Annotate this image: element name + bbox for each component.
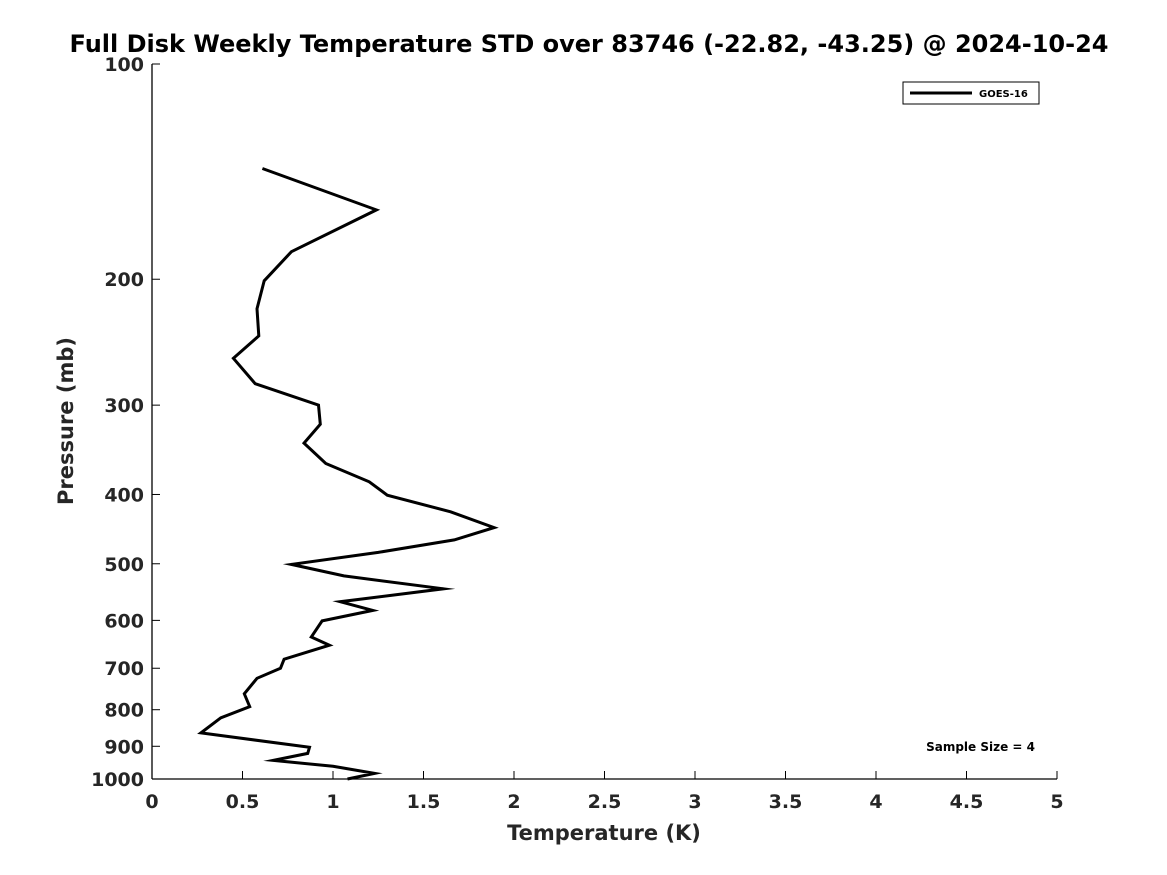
y-tick-label: 1000: [91, 769, 144, 791]
x-ticks: 0 0.5 1 1.5 2 2.5 3 3.5 4 4.5 5: [145, 771, 1064, 813]
x-tick-label: 1: [326, 791, 339, 813]
x-axis-label: Temperature (K): [507, 821, 701, 845]
x-tick-label: 4.5: [950, 791, 984, 813]
y-tick-label: 900: [104, 736, 144, 758]
y-tick-label: 300: [104, 395, 144, 417]
x-tick-label: 0: [145, 791, 158, 813]
x-tick-label: 2: [507, 791, 520, 813]
series-layer: [197, 167, 499, 781]
x-tick-label: 5: [1050, 791, 1063, 813]
x-tick-label: 3: [688, 791, 701, 813]
legend: GOES-16: [902, 81, 1040, 105]
sample-size-annotation: Sample Size = 4: [926, 740, 1035, 754]
y-tick-label: 700: [104, 658, 144, 680]
chart-title: Full Disk Weekly Temperature STD over 83…: [70, 30, 1109, 58]
series-line-goes-16: [197, 167, 499, 781]
y-axis-label: Pressure (mb): [54, 337, 78, 505]
x-tick-label: 0.5: [226, 791, 260, 813]
x-tick-label: 3.5: [769, 791, 803, 813]
y-tick-label: 100: [104, 54, 144, 76]
y-tick-label: 800: [104, 700, 144, 722]
y-tick-label: 400: [104, 484, 144, 506]
x-tick-label: 2.5: [588, 791, 622, 813]
axes: [151, 64, 1057, 780]
x-tick-label: 4: [869, 791, 882, 813]
y-tick-label: 200: [104, 269, 144, 291]
y-ticks: 100 200 300 400 500 600 700 800 900 1000: [91, 54, 160, 791]
x-tick-label: 1.5: [407, 791, 441, 813]
y-tick-label: 500: [104, 554, 144, 576]
legend-label-goes-16: GOES-16: [979, 89, 1028, 100]
y-tick-label: 600: [104, 610, 144, 632]
